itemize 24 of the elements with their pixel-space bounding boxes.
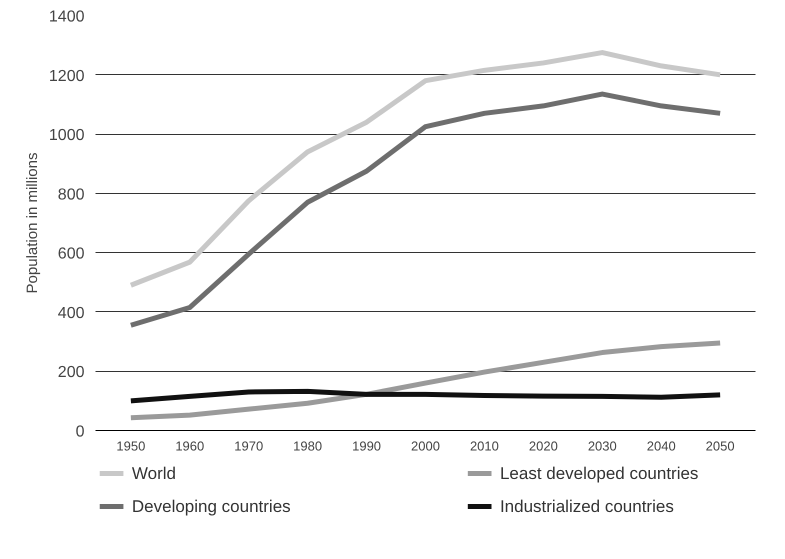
y-tick-label: 1200 (48, 68, 85, 85)
x-tick-label: 1960 (175, 438, 204, 454)
legend-label: Developing countries (132, 497, 291, 516)
y-tick-label: 800 (58, 186, 85, 204)
x-tick-label: 1970 (234, 438, 264, 454)
legend-label: Least developed countries (500, 464, 698, 483)
x-tick-label: 2050 (706, 438, 735, 454)
x-tick-label: 2010 (470, 438, 499, 454)
y-tick-label: 1400 (48, 8, 85, 26)
x-tick-label: 1950 (116, 438, 146, 454)
x-tick-label: 2000 (411, 438, 440, 454)
y-axis-title: Population in millions (24, 152, 41, 294)
x-tick-label: 1990 (352, 438, 382, 454)
legend-label: World (132, 464, 176, 483)
y-tick-label: 400 (58, 304, 85, 322)
x-tick-label: 2040 (646, 438, 676, 454)
x-tick-label: 2020 (528, 438, 558, 454)
y-tick-label: 600 (58, 246, 85, 263)
y-tick-label: 200 (58, 364, 85, 382)
y-tick-label: 0 (76, 424, 85, 440)
legend-label: Industrialized countries (500, 497, 674, 516)
x-tick-label: 2030 (588, 438, 617, 454)
y-tick-label: 1000 (48, 127, 85, 144)
x-tick-label: 1980 (293, 438, 322, 454)
